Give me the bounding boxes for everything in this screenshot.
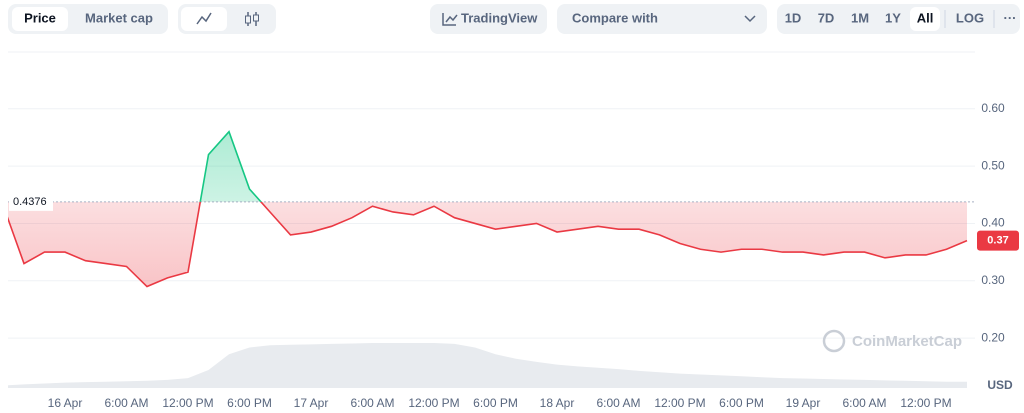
y-tick-label: 0.40 — [981, 216, 1005, 230]
x-tick-label: 12:00 PM — [654, 396, 705, 410]
range-all[interactable]: All — [917, 10, 934, 25]
more-button[interactable]: ··· — [1004, 10, 1017, 25]
plot: 0.20 0.30 0.40 0.50 0.60 0.4376 0.37 16 Apr 6:00… — [8, 101, 1019, 410]
y-tick-label: 0.20 — [981, 330, 1005, 344]
compare-label[interactable]: Compare with — [572, 10, 658, 25]
x-tick-label: 12:00 PM — [900, 396, 951, 410]
x-tick-label: 6:00 AM — [842, 396, 886, 410]
tv-icon — [442, 13, 458, 26]
x-tick-label: 12:00 PM — [408, 396, 459, 410]
range-1m[interactable]: 1M — [851, 10, 869, 25]
x-tick-label: 12:00 PM — [162, 396, 213, 410]
range-7d[interactable]: 7D — [818, 10, 835, 25]
currency-label: USD — [987, 378, 1013, 392]
active-tab[interactable] — [12, 7, 68, 31]
reference-label-bg — [9, 192, 53, 211]
range-1d[interactable]: 1D — [785, 10, 802, 25]
x-tick-label: 16 Apr — [48, 396, 83, 410]
current-price-bg — [977, 230, 1019, 251]
x-tick-label: 18 Apr — [540, 396, 575, 410]
compare-select[interactable] — [557, 4, 767, 34]
y-tick-label: 0.50 — [981, 158, 1005, 172]
x-tick-label: 6:00 PM — [473, 396, 518, 410]
range-group — [777, 4, 1020, 34]
watermark-logo — [822, 329, 846, 353]
x-tick-label: 6:00 AM — [596, 396, 640, 410]
current-price-label: 0.37 — [987, 235, 1008, 247]
market-cap-tab[interactable]: Market cap — [85, 10, 153, 25]
range-1y[interactable]: 1Y — [885, 10, 901, 25]
line-icon — [196, 12, 212, 25]
x-tick-label: 19 Apr — [786, 396, 821, 410]
x-tick-label: 6:00 PM — [719, 396, 764, 410]
watermark: CoinMarketCap — [852, 333, 962, 350]
price-tab[interactable]: Price — [24, 10, 56, 25]
area-down — [8, 201, 967, 287]
reference-label: 0.4376 — [13, 196, 47, 208]
y-tick-label: 0.60 — [981, 101, 1005, 115]
y-tick-label: 0.30 — [981, 273, 1005, 287]
x-tick-label: 6:00 AM — [350, 396, 394, 410]
tradingview-label[interactable]: TradingView — [461, 10, 538, 25]
price-line-down — [8, 201, 968, 288]
active-range[interactable] — [910, 7, 940, 31]
volume-area — [8, 343, 967, 388]
tradingview-button[interactable] — [430, 4, 547, 34]
x-tick-label: 17 Apr — [294, 396, 329, 410]
chevron — [744, 15, 756, 23]
clip-group — [8, 130, 975, 288]
x-tick-label: 6:00 PM — [227, 396, 272, 410]
x-tick-label: 6:00 AM — [104, 396, 148, 410]
log-button[interactable]: LOG — [956, 10, 984, 25]
